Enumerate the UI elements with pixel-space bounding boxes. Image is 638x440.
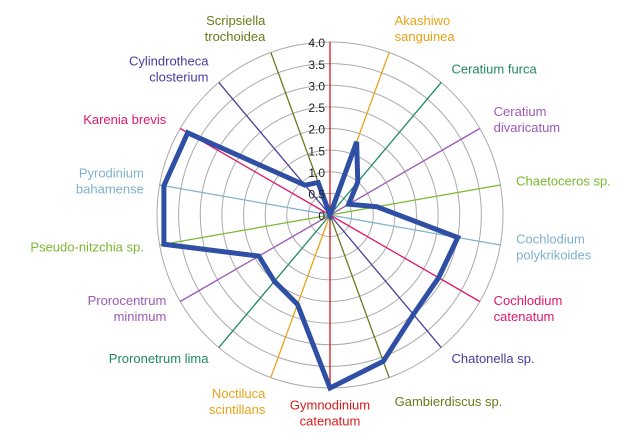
category-label: Gymnodinium	[290, 397, 370, 412]
category-label: Chatonella sp.	[451, 351, 534, 366]
category-label: Cochlodium	[494, 293, 563, 308]
category-label: closterium	[149, 70, 208, 85]
category-label: Ceratium furca	[451, 62, 537, 77]
category-label: Proronetrum lima	[109, 351, 209, 366]
category-label: trochoidea	[205, 29, 266, 44]
category-label: divaricatum	[494, 120, 560, 135]
category-label: scintillans	[209, 402, 266, 417]
tick-label: 3.0	[308, 79, 325, 93]
spoke	[329, 214, 501, 246]
spoke	[329, 214, 442, 348]
spoke	[329, 82, 442, 216]
spoke	[179, 214, 331, 303]
category-label: Gambierdiscus sp.	[395, 394, 503, 409]
category-label: polykrikoides	[516, 247, 592, 262]
spoke	[159, 214, 331, 246]
category-label: Cochlodium	[516, 231, 585, 246]
spoke	[218, 82, 331, 216]
category-label: Ceratium	[494, 104, 547, 119]
series-outline	[161, 129, 462, 392]
tick-label: 3.5	[308, 58, 325, 72]
spoke	[329, 127, 481, 216]
category-label: catenatum	[300, 413, 361, 428]
category-label: Scripsiella	[206, 13, 266, 28]
category-label: Noctiluca	[212, 386, 266, 401]
category-label: Pyrodinium	[79, 166, 144, 181]
tick-label: 1.5	[308, 144, 325, 158]
spoke	[329, 184, 501, 216]
category-label: Pseudo-nitzchia sp.	[30, 239, 143, 254]
category-label: Akashiwo	[395, 13, 451, 28]
category-label: Karenia brevis	[83, 112, 167, 127]
tick-label: 0	[318, 209, 325, 223]
spoke	[329, 214, 390, 378]
tick-label: 4.0	[308, 36, 325, 50]
category-label: bahamense	[76, 182, 144, 197]
tick-label: 2.5	[308, 101, 325, 115]
spoke	[329, 214, 481, 303]
tick-label: 2.0	[308, 123, 325, 137]
tick-label: 1.0	[308, 166, 325, 180]
tick-label: 0.5	[308, 188, 325, 202]
category-label: Prorocentrum	[88, 293, 167, 308]
category-label: minimum	[114, 309, 167, 324]
spoke	[159, 184, 331, 216]
spoke	[270, 214, 331, 378]
category-label: sanguinea	[395, 29, 456, 44]
category-label: catenatum	[494, 309, 555, 324]
category-label: Cylindrotheca	[129, 54, 209, 69]
category-label: Chaetoceros sp.	[516, 174, 611, 189]
